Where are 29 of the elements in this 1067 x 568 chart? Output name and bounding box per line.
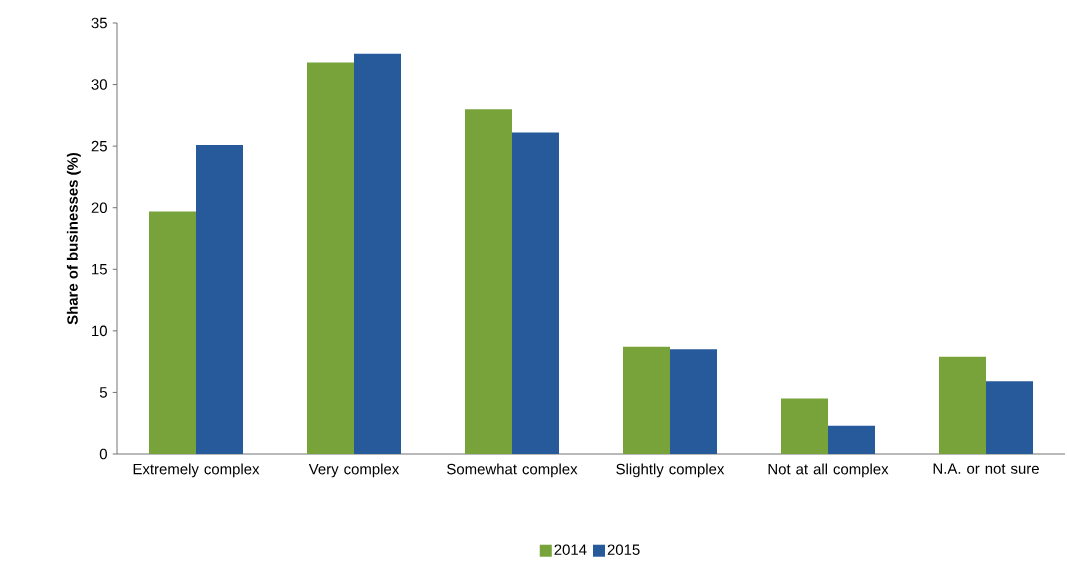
bar	[465, 109, 512, 454]
x-tick-label: N.A. or not sure	[933, 463, 1039, 474]
y-tick-label: 20	[91, 202, 107, 213]
bar	[939, 356, 987, 454]
bar	[623, 346, 671, 454]
y-tick-label: 35	[91, 17, 107, 29]
bar	[670, 349, 718, 454]
x-tick-label: Extremely complex	[133, 463, 260, 478]
bar	[986, 381, 1034, 454]
y-tick-label: 15	[92, 264, 107, 275]
x-tick-label: Very complex	[308, 463, 400, 478]
bar	[196, 144, 243, 454]
x-tick-label: Somewhat complex	[447, 463, 578, 478]
bar	[512, 132, 559, 454]
bar	[781, 398, 829, 454]
legend-label: 2014	[554, 544, 587, 555]
y-tick-label: 10	[92, 325, 107, 337]
bar	[307, 62, 354, 454]
y-tick-label: 30	[91, 79, 107, 90]
bar	[354, 53, 401, 454]
y-tick-label: 25	[91, 140, 107, 152]
bar	[149, 211, 196, 454]
y-tick-label: 5	[99, 387, 107, 398]
bar	[828, 425, 876, 454]
y-tick-label: 0	[99, 448, 107, 460]
x-tick-label: Slightly complex	[616, 463, 725, 478]
y-axis-title: Share of businesses (%)	[66, 152, 81, 325]
legend-label: 2015	[607, 544, 640, 555]
x-tick-label: Not at all complex	[768, 463, 889, 478]
